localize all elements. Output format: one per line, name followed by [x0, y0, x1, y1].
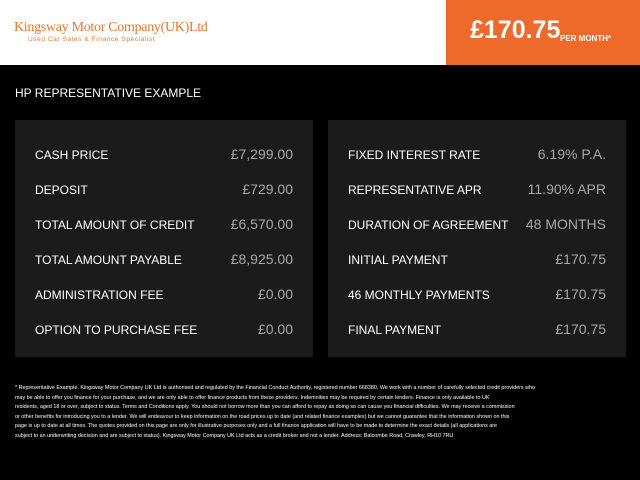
section-title: HP REPRESENTATIVE EXAMPLE — [15, 86, 202, 100]
finance-row: REPRESENTATIVE APR 11.90% APR — [348, 179, 606, 199]
disclaimer-line: residents, aged 18 or over, subject to s… — [15, 404, 515, 411]
price-box: £170.75 PER MONTH* — [446, 0, 640, 65]
row-label: 46 MONTHLY PAYMENTS — [348, 288, 490, 302]
monthly-price: £170.75 — [470, 16, 561, 44]
finance-row: DEPOSIT £729.00 — [35, 179, 293, 199]
finance-row: TOTAL AMOUNT OF CREDIT £6,570.00 — [35, 214, 293, 234]
row-label: TOTAL AMOUNT PAYABLE — [35, 253, 182, 267]
row-value: £6,570.00 — [230, 216, 293, 232]
row-value: 11.90% APR — [527, 181, 606, 197]
row-label: CASH PRICE — [35, 148, 109, 162]
disclaimer-line: or other benefits for introducing you to… — [15, 413, 510, 420]
finance-row: 46 MONTHLY PAYMENTS £170.75 — [348, 284, 606, 304]
finance-row: OPTION TO PURCHASE FEE £0.00 — [35, 319, 293, 339]
finance-row: ADMINISTRATION FEE £0.00 — [35, 284, 293, 304]
finance-row: FINAL PAYMENT £170.75 — [348, 319, 606, 339]
disclaimer-line: subject to an underwriting decision and … — [15, 432, 454, 439]
finance-row: DURATION OF AGREEMENT 48 MONTHS — [348, 214, 606, 234]
row-value: £0.00 — [257, 321, 293, 337]
finance-row: INITIAL PAYMENT £170.75 — [348, 249, 606, 269]
row-label: TOTAL AMOUNT OF CREDIT — [35, 218, 195, 232]
row-label: FIXED INTEREST RATE — [348, 148, 481, 162]
finance-panel: FIXED INTEREST RATE 6.19% P.A. REPRESENTAT… — [328, 120, 626, 357]
disclaimer-line: page is up to date at all times. The quo… — [15, 423, 498, 430]
disclaimer-line: * Representative Example. Kingsway Motor… — [15, 385, 535, 391]
finance-row: TOTAL AMOUNT PAYABLE £8,925.00 — [35, 249, 293, 269]
row-label: ADMINISTRATION FEE — [35, 288, 164, 302]
row-label: REPRESENTATIVE APR — [348, 183, 482, 197]
row-value: 48 MONTHS — [525, 216, 606, 232]
row-value: 6.19% P.A. — [537, 146, 606, 162]
tagline: Used Car Sales & Finance Specialist — [28, 36, 156, 43]
finance-panel: CASH PRICE £7,299.00 DEPOSIT £729.00 TOTAL A… — [15, 120, 313, 357]
row-label: FINAL PAYMENT — [348, 323, 442, 337]
disclaimer-line: may be able to offer you finance for you… — [15, 394, 490, 401]
row-label: INITIAL PAYMENT — [348, 253, 448, 267]
row-value: £7,299.00 — [230, 146, 293, 162]
price-suffix: PER MONTH* — [560, 34, 612, 43]
row-value: £170.75 — [555, 286, 606, 302]
row-value: £0.00 — [257, 286, 293, 302]
row-label: DEPOSIT — [35, 183, 88, 197]
finance-row: CASH PRICE £7,299.00 — [35, 144, 293, 164]
disclaimer: * Representative Example. Kingsway Motor… — [15, 384, 627, 442]
row-value: £170.75 — [555, 321, 606, 337]
row-label: OPTION TO PURCHASE FEE — [35, 323, 198, 337]
logo[interactable]: Kingsway Motor Company(UK)Ltd — [14, 20, 208, 35]
row-value: £170.75 — [555, 251, 606, 267]
header: Kingsway Motor Company(UK)Ltd Used Car S… — [0, 0, 640, 65]
row-value: £8,925.00 — [230, 251, 293, 267]
finance-row: FIXED INTEREST RATE 6.19% P.A. — [348, 144, 606, 164]
row-value: £729.00 — [242, 181, 293, 197]
row-label: DURATION OF AGREEMENT — [348, 218, 509, 232]
